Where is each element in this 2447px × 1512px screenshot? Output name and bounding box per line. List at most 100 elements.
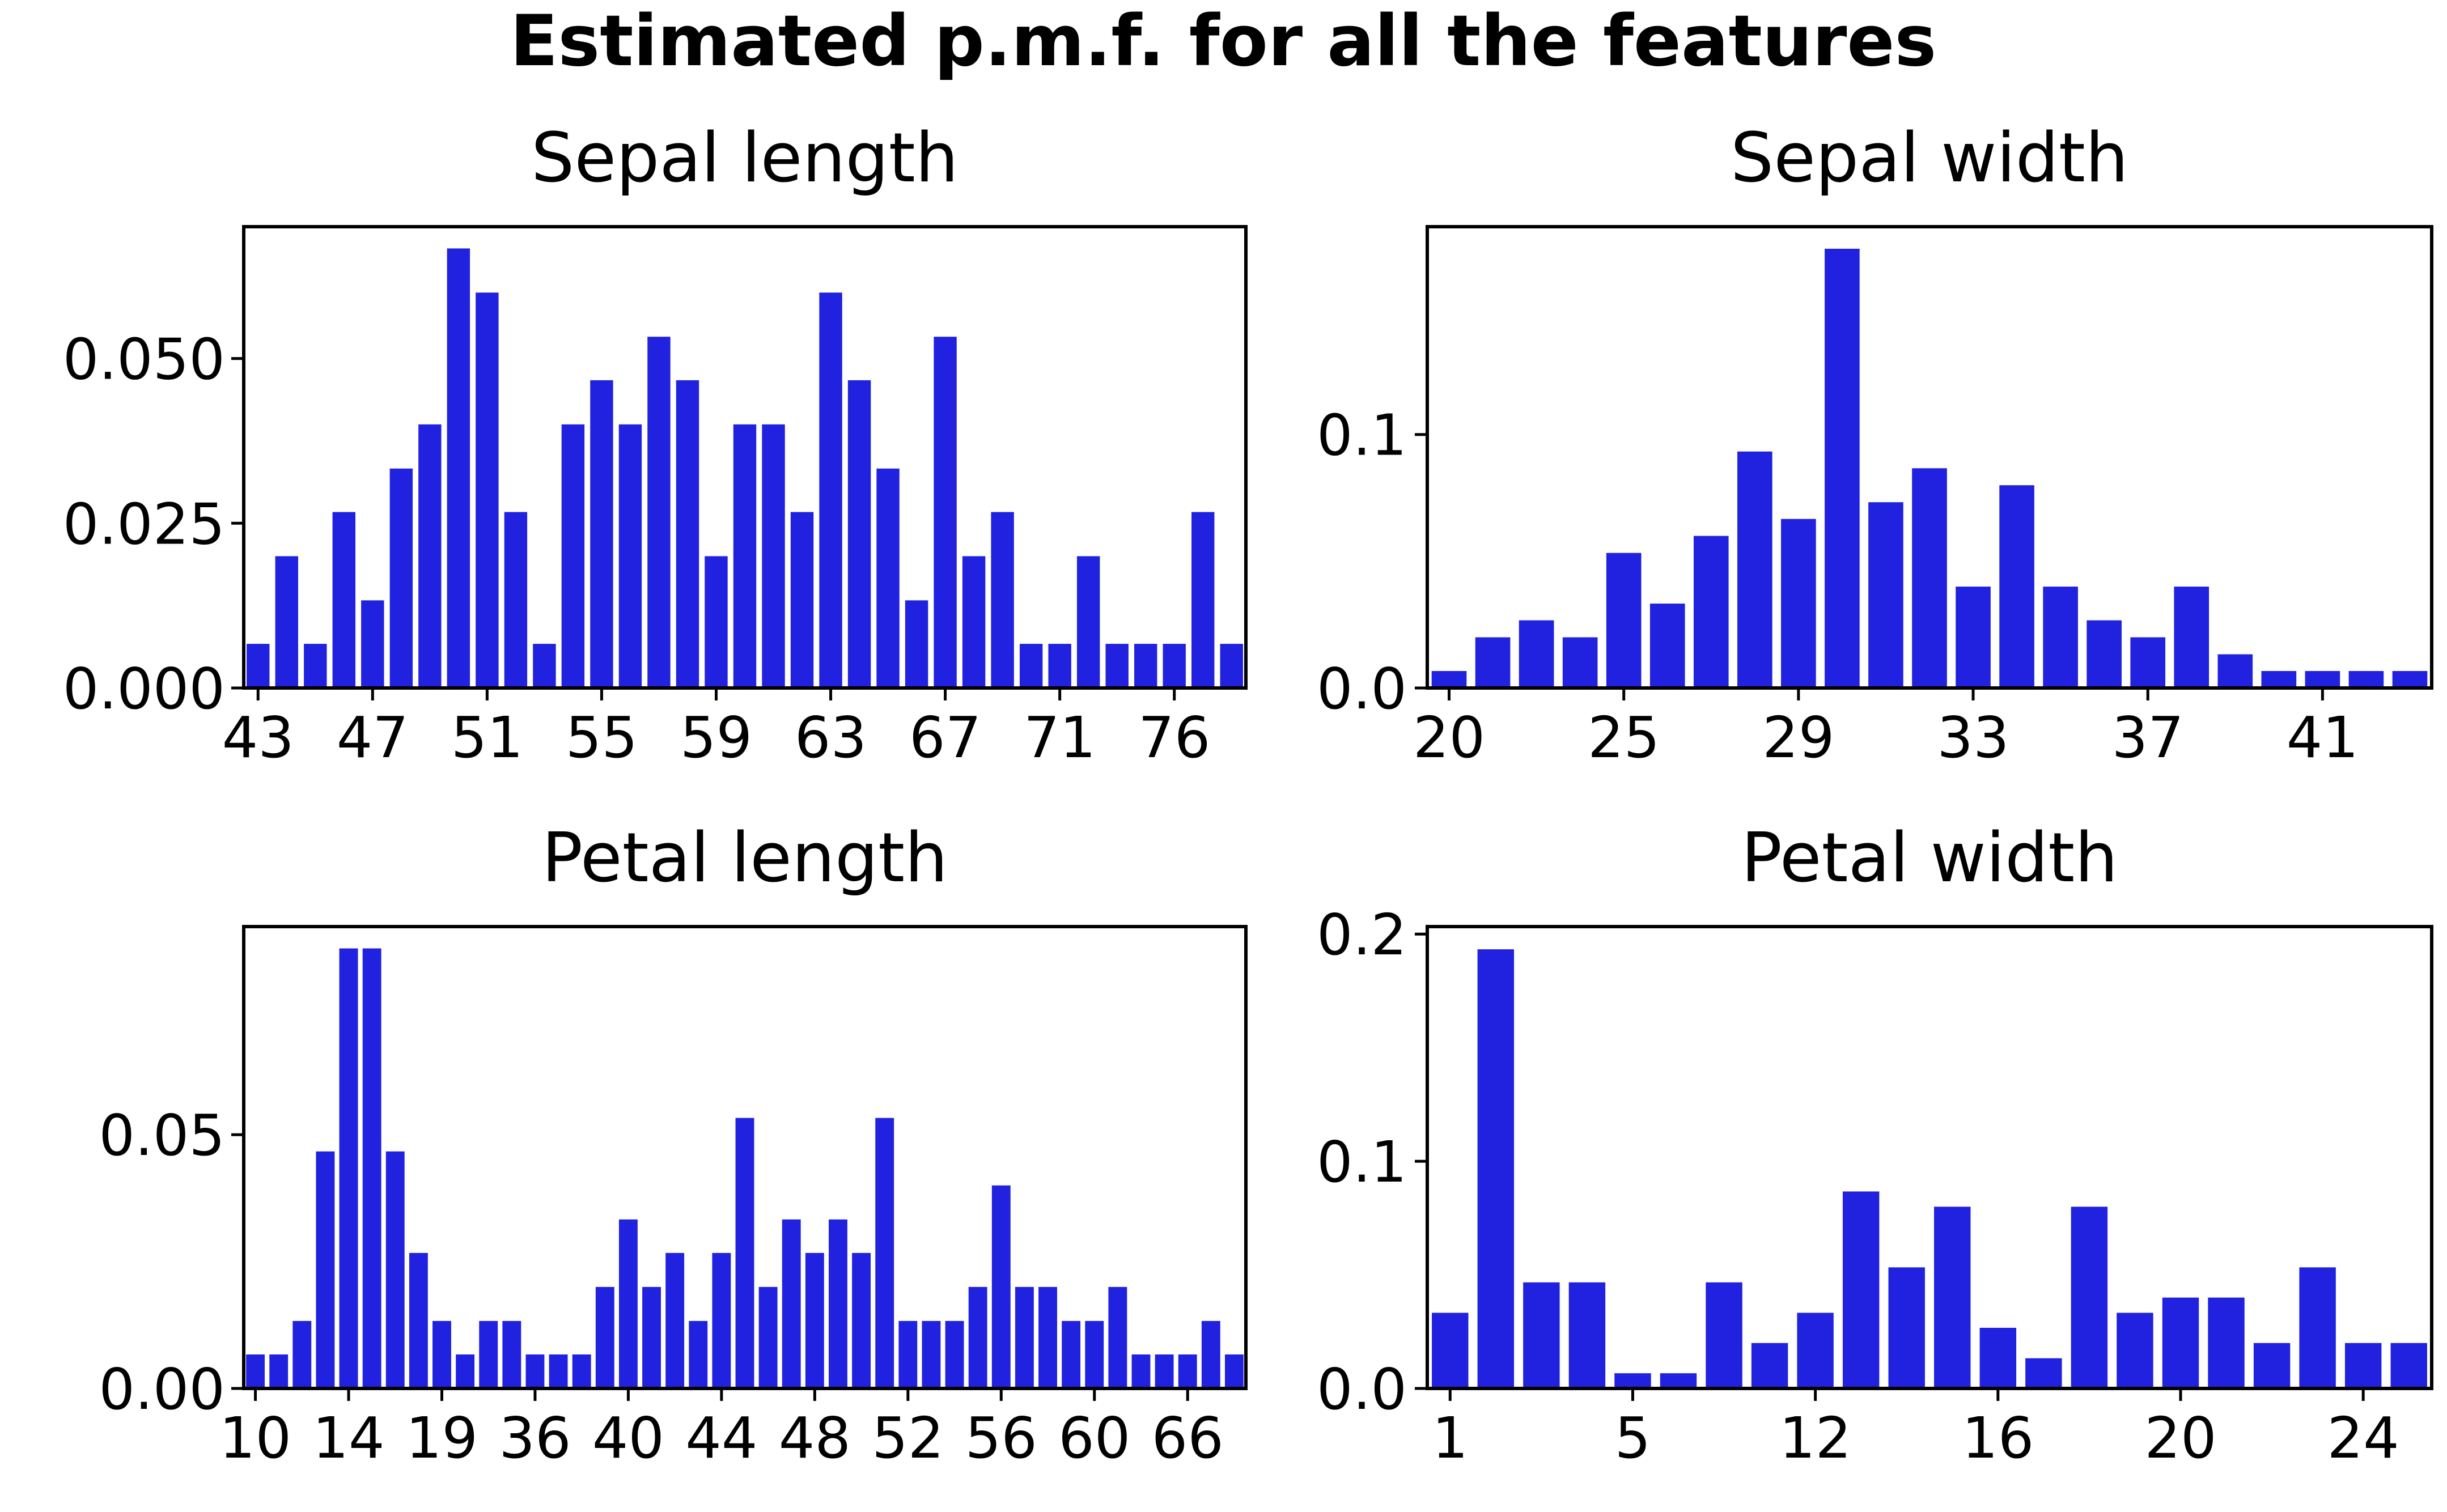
bar [876,468,900,688]
bar [479,1320,498,1388]
bar [1432,1313,1469,1388]
bar [525,1354,545,1388]
y-tick-label: 0.000 [63,656,225,722]
bar [1015,1286,1034,1388]
bar [676,380,699,688]
bar [2390,1343,2427,1388]
bar [2086,620,2122,688]
subplot-title: Sepal width [1731,119,2128,198]
x-tick-label: 55 [566,704,638,771]
bar [362,948,381,1388]
bar [875,1118,894,1388]
bar [2217,654,2253,688]
bar [705,556,728,688]
bar [1477,949,1515,1388]
bar [1888,1267,1925,1388]
bar [1825,248,1860,688]
bar [1868,502,1903,688]
bar [1163,644,1186,688]
bar [533,644,556,688]
bar [1220,644,1243,688]
plot-frame [242,925,1248,1390]
bar [595,1286,614,1388]
bar [1224,1354,1244,1388]
x-tick-label: 67 [909,704,981,771]
bar [1979,1327,2017,1388]
bar [561,424,585,688]
bar [665,1252,685,1388]
bar [1048,644,1071,688]
x-tick-label: 14 [312,1405,384,1471]
x-tick-label: 29 [1762,704,1834,771]
bar [2348,671,2384,688]
bar [819,292,842,688]
x-tick-label: 16 [1962,1405,2034,1471]
x-tick-label: 66 [1152,1405,1224,1471]
bar [1737,451,1772,688]
x-tick-label: 25 [1588,704,1660,771]
bar [922,1320,941,1388]
bar [1134,644,1157,688]
x-tick-label: 41 [2287,704,2359,771]
x-tick-label: 60 [1058,1405,1130,1471]
bar [805,1252,824,1388]
bar [618,424,642,688]
bar [1606,553,1642,688]
bar [1706,1282,1742,1388]
subplot-2: Sepal width 0.0 0.1 20 25 29 33 37 41 [1317,119,2433,771]
bar [1085,1320,1104,1388]
x-tick-label: 20 [1413,704,1485,771]
bar [432,1320,451,1388]
subplot-title: Petal width [1741,819,2118,898]
x-tick-label: 19 [406,1405,478,1471]
figure-title: Estimated p.m.f. for all the features [510,1,1937,82]
bar [991,1185,1011,1388]
bar [1131,1354,1151,1388]
bar [1108,1286,1127,1388]
bar [2392,671,2428,688]
bar [1105,644,1129,688]
bar [968,1286,987,1388]
x-tick-label: 1 [1432,1405,1468,1471]
bar [934,337,957,688]
bar [898,1320,918,1388]
bar [1062,1320,1081,1388]
bar [2130,637,2166,688]
bar [1076,556,1100,688]
x-tick-label: 44 [685,1405,757,1471]
bar [689,1320,708,1388]
bar [246,1354,265,1388]
bar [905,600,928,688]
x-tick-label: 37 [2112,704,2184,771]
bar [1693,536,1729,688]
bar [292,1320,312,1388]
bar [735,1118,754,1388]
bar [304,644,327,688]
bar [2208,1297,2245,1388]
bar [618,1219,638,1388]
bar [389,468,413,688]
bar [1649,604,1685,688]
bar [1519,620,1554,688]
bar [549,1354,568,1388]
y-tick-label: 0.0 [1317,1356,1407,1422]
bar [852,1252,871,1388]
bar [502,1320,521,1388]
bar [1614,1373,1651,1388]
y-tick-label: 0.1 [1317,1129,1407,1195]
bar [1912,468,1947,688]
x-tick-label: 20 [2144,1405,2216,1471]
bar [1038,1286,1057,1388]
bar [2043,587,2078,688]
bar [361,600,384,688]
bar [733,424,757,688]
bar [456,1354,475,1388]
bar [1201,1320,1220,1388]
y-tick-label: 0.05 [99,1102,225,1169]
plot-frame [1426,225,2433,690]
bar [1155,1354,1174,1388]
bar [1781,519,1816,688]
x-tick-label: 40 [592,1405,664,1471]
y-tick-label: 0.025 [63,491,225,557]
bar [247,644,270,688]
